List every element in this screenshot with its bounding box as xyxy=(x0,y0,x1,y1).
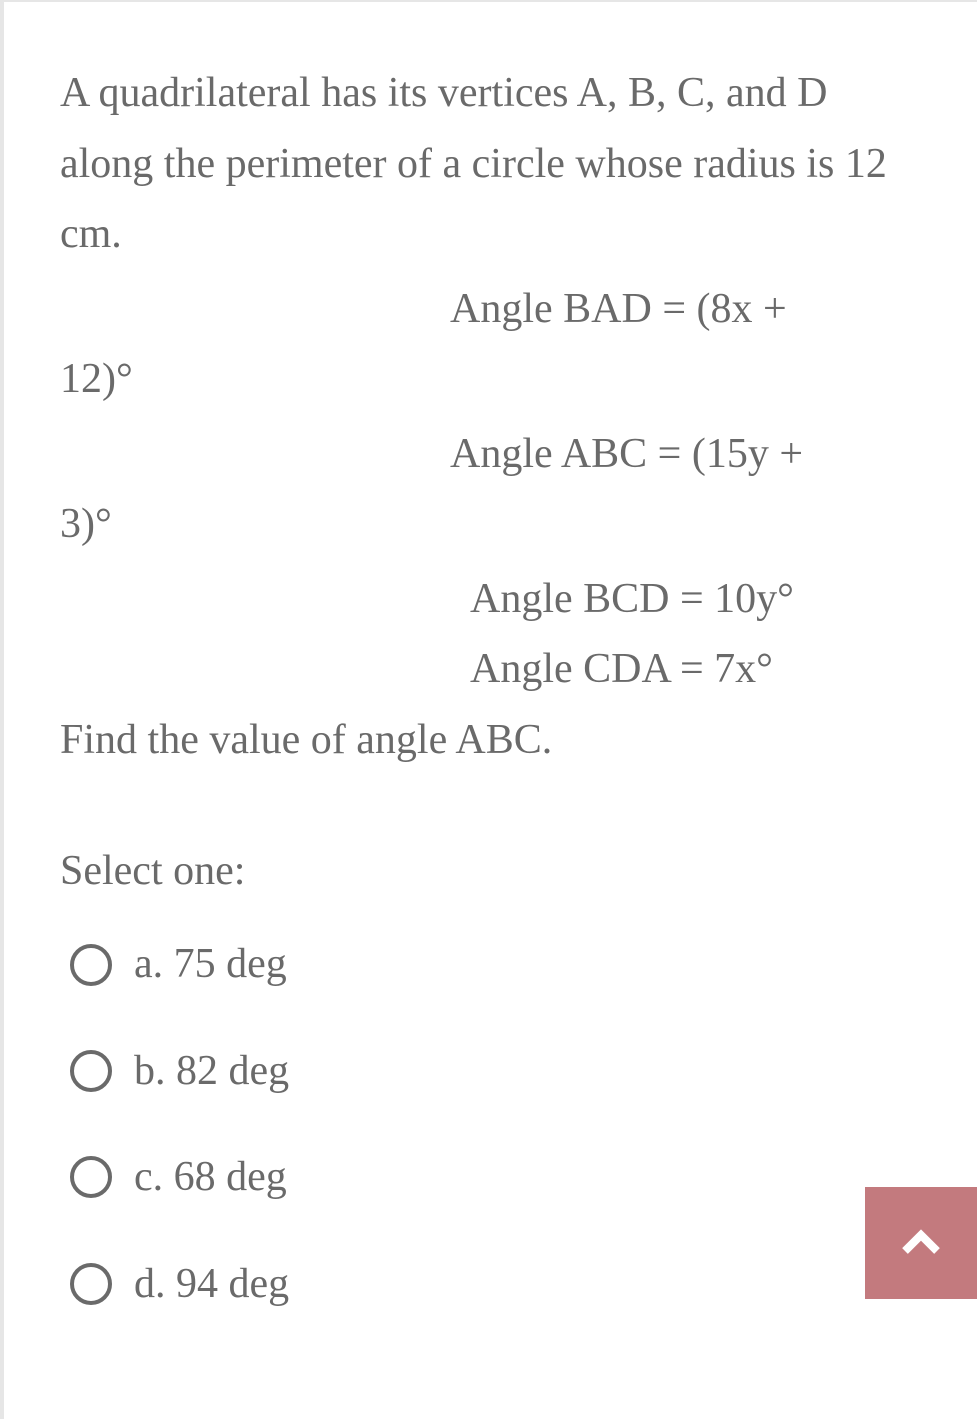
question-prompt: Find the value of angle ABC. xyxy=(60,705,921,776)
radio-b[interactable] xyxy=(70,1050,112,1092)
option-b[interactable]: b. 82 deg xyxy=(60,1032,921,1110)
question-intro: A quadrilateral has its vertices A, B, C… xyxy=(60,58,921,270)
option-d[interactable]: d. 94 deg xyxy=(60,1245,921,1323)
option-a-label: a. 75 deg xyxy=(134,939,287,989)
select-one-label: Select one: xyxy=(60,847,921,895)
angle-bcd-row: Angle BCD = 10y° xyxy=(60,564,921,635)
answers-block: Select one: a. 75 deg b. 82 deg c. 68 de… xyxy=(60,847,921,1323)
scroll-to-top-button[interactable] xyxy=(865,1187,977,1299)
radio-a[interactable] xyxy=(70,944,112,986)
angle-bcd: Angle BCD = 10y° xyxy=(470,564,921,635)
angle-abc-cont: 3)° xyxy=(60,489,921,560)
question-text: A quadrilateral has its vertices A, B, C… xyxy=(60,58,921,775)
option-a[interactable]: a. 75 deg xyxy=(60,925,921,1003)
angle-cda: Angle CDA = 7x° xyxy=(470,634,921,705)
chevron-up-icon xyxy=(897,1219,945,1267)
option-b-label: b. 82 deg xyxy=(134,1046,289,1096)
angle-abc-row: Angle ABC = (15y + xyxy=(60,419,921,490)
angle-bad-row: Angle BAD = (8x + xyxy=(60,274,921,345)
option-c[interactable]: c. 68 deg xyxy=(60,1138,921,1216)
option-d-label: d. 94 deg xyxy=(134,1259,289,1309)
question-card: A quadrilateral has its vertices A, B, C… xyxy=(0,0,977,1419)
angle-bad-cont: 12)° xyxy=(60,344,921,415)
angle-abc-lead: Angle ABC = (15y + xyxy=(450,419,921,490)
option-c-label: c. 68 deg xyxy=(134,1152,287,1202)
radio-c[interactable] xyxy=(70,1156,112,1198)
angle-bad-lead: Angle BAD = (8x + xyxy=(450,274,921,345)
angle-cda-row: Angle CDA = 7x° xyxy=(60,634,921,705)
radio-d[interactable] xyxy=(70,1263,112,1305)
